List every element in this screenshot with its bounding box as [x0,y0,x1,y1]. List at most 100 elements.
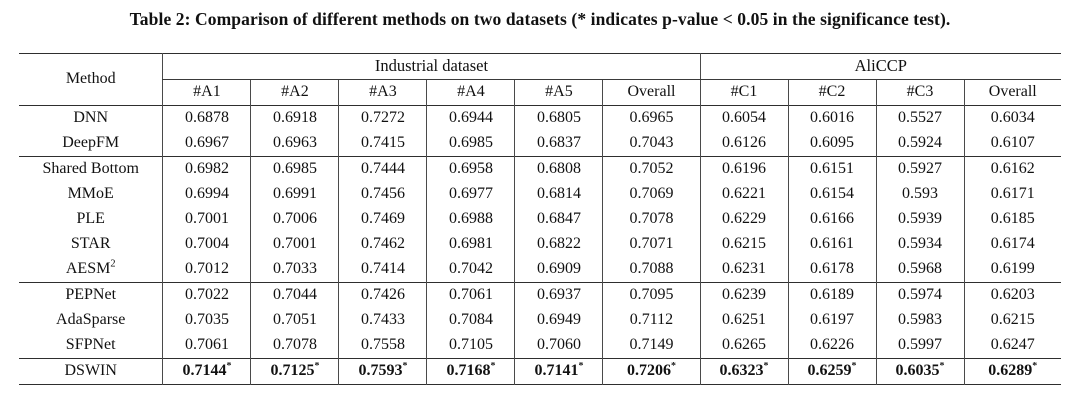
value-cell: 0.6166 [787,207,876,232]
value-cell: 0.6289* [963,358,1062,385]
column-header: #A5 [514,79,603,106]
value-cell: 0.7006 [250,207,339,232]
value-cell: 0.7105 [426,333,515,359]
value-cell: 0.6982 [162,156,251,182]
value-cell: 0.6221 [699,182,788,207]
value-cell: 0.7061 [162,333,251,359]
table-row: AESM2 0.7012 0.7033 0.7414 0.7042 0.6909 0.708… [19,257,1062,283]
significance-star: * [939,360,945,372]
value-cell: 0.7071 [602,232,700,257]
value-cell: 0.6967 [162,131,251,157]
method-cell: AdaSparse [56,311,126,329]
value-cell: 0.7001 [162,207,251,232]
value-cell: 0.6215 [699,232,788,257]
table-caption: Table 2: Comparison of different methods… [129,9,951,29]
method-cell: AESM2 [65,258,116,278]
value-cell: 0.6231 [699,257,788,283]
method-cell: MMoE [67,185,114,203]
value-cell: 0.6265 [699,333,788,359]
value-cell: 0.7078 [602,207,700,232]
value-cell: 0.6247 [963,333,1062,359]
value-cell: 0.7149 [602,333,700,359]
significance-star: * [671,360,676,372]
value-cell: 0.6215 [963,308,1062,333]
value-cell: 0.7060 [514,333,603,359]
column-header: #C1 [699,79,788,106]
value-cell: 0.6837 [514,131,603,157]
value-cell: 0.6054 [699,105,788,131]
value-cell: 0.7084 [426,308,515,333]
significance-star: * [402,360,408,372]
value-cell: 0.7125* [250,358,339,385]
value-cell: 0.6909 [514,257,603,283]
value-cell: 0.5968 [875,257,964,283]
value-cell: 0.6161 [787,232,876,257]
column-header: #C3 [875,79,964,106]
value-cell: 0.7052 [602,156,700,182]
value-cell: 0.7469 [338,207,427,232]
value-cell: 0.6847 [514,207,603,232]
value-cell: 0.7141* [514,358,603,385]
value-cell: 0.7035 [162,308,251,333]
value-cell: 0.7043 [602,131,700,157]
value-cell: 0.593 [875,182,964,207]
value-cell: 0.6977 [426,182,515,207]
value-cell: 0.6174 [963,232,1062,257]
value-cell: 0.6985 [250,156,339,182]
value-cell: 0.6963 [250,131,339,157]
column-header: #A3 [338,79,427,106]
value-cell: 0.6151 [787,156,876,182]
method-cell: STAR [70,235,111,253]
value-cell: 0.6805 [514,105,603,131]
column-header: Overall [963,79,1062,106]
significance-star: * [578,360,584,372]
value-cell: 0.7042 [426,257,515,283]
value-cell: 0.6178 [787,257,876,283]
value-cell: 0.6991 [250,182,339,207]
value-cell: 0.5939 [875,207,964,232]
method-superscript: 2 [110,258,116,270]
column-header: #A1 [162,79,251,106]
method-cell: DeepFM [62,134,120,152]
dataset-group-header-row: Method Industrial dataset AliCCP [19,53,1062,87]
value-cell: 0.7462 [338,232,427,257]
table-row: SFPNet 0.7061 0.7078 0.7558 0.7105 0.7060 0.71… [19,333,1062,359]
significance-star: * [1032,360,1038,372]
value-cell: 0.6918 [250,105,339,131]
value-cell: 0.6197 [787,308,876,333]
value-cell: 0.6107 [963,131,1062,157]
value-cell: 0.7144* [162,358,251,385]
value-cell: 0.7033 [250,257,339,283]
results-table: Method Industrial dataset AliCCP #A1 #A2 #A… [18,53,1062,385]
value-cell: 0.6944 [426,105,515,131]
table-row: Shared Bottom 0.6982 0.6985 0.7444 0.6958 0.6… [18,156,1062,182]
significance-star: * [763,360,769,372]
method-cell: PEPNet [18,282,163,308]
value-cell: 0.6878 [162,105,251,131]
value-cell: 0.6203 [963,282,1062,308]
value-cell: 0.6016 [787,105,876,131]
table-row: PEPNet 0.7022 0.7044 0.7426 0.7061 0.6937 0.70… [18,282,1062,308]
column-header: #C2 [787,79,876,106]
value-cell: 0.7044 [250,282,339,308]
dataset-group-header: Industrial dataset [162,53,700,80]
value-cell: 0.6958 [426,156,515,182]
method-column-header: Method [65,70,116,88]
value-cell: 0.5924 [875,131,964,157]
value-cell: 0.6965 [602,105,700,131]
value-cell: 0.5997 [875,333,964,359]
significance-star: * [226,360,232,372]
value-cell: 0.7415 [338,131,427,157]
column-header-row: #A1 #A2 #A3 #A4 #A5 Overall #C1 #C2 #C3 Overall [19,79,1062,106]
value-cell: 0.6988 [426,207,515,232]
method-cell: DNN [73,109,109,127]
table-body: DNN 0.6878 0.6918 0.7272 0.6944 0.6805 0.6965 0… [18,105,1062,385]
value-cell: 0.7051 [250,308,339,333]
value-cell: 0.6251 [699,308,788,333]
table-row: MMoE 0.6994 0.6991 0.7456 0.6977 0.6814 0.7069… [19,182,1062,207]
table-header: Method Industrial dataset AliCCP #A1 #A2 #A… [18,53,1062,106]
table-row: STAR 0.7004 0.7001 0.7462 0.6981 0.6822 0.7071… [19,232,1062,257]
value-cell: 0.6095 [787,131,876,157]
value-cell: 0.6196 [699,156,788,182]
value-cell: 0.6162 [963,156,1062,182]
